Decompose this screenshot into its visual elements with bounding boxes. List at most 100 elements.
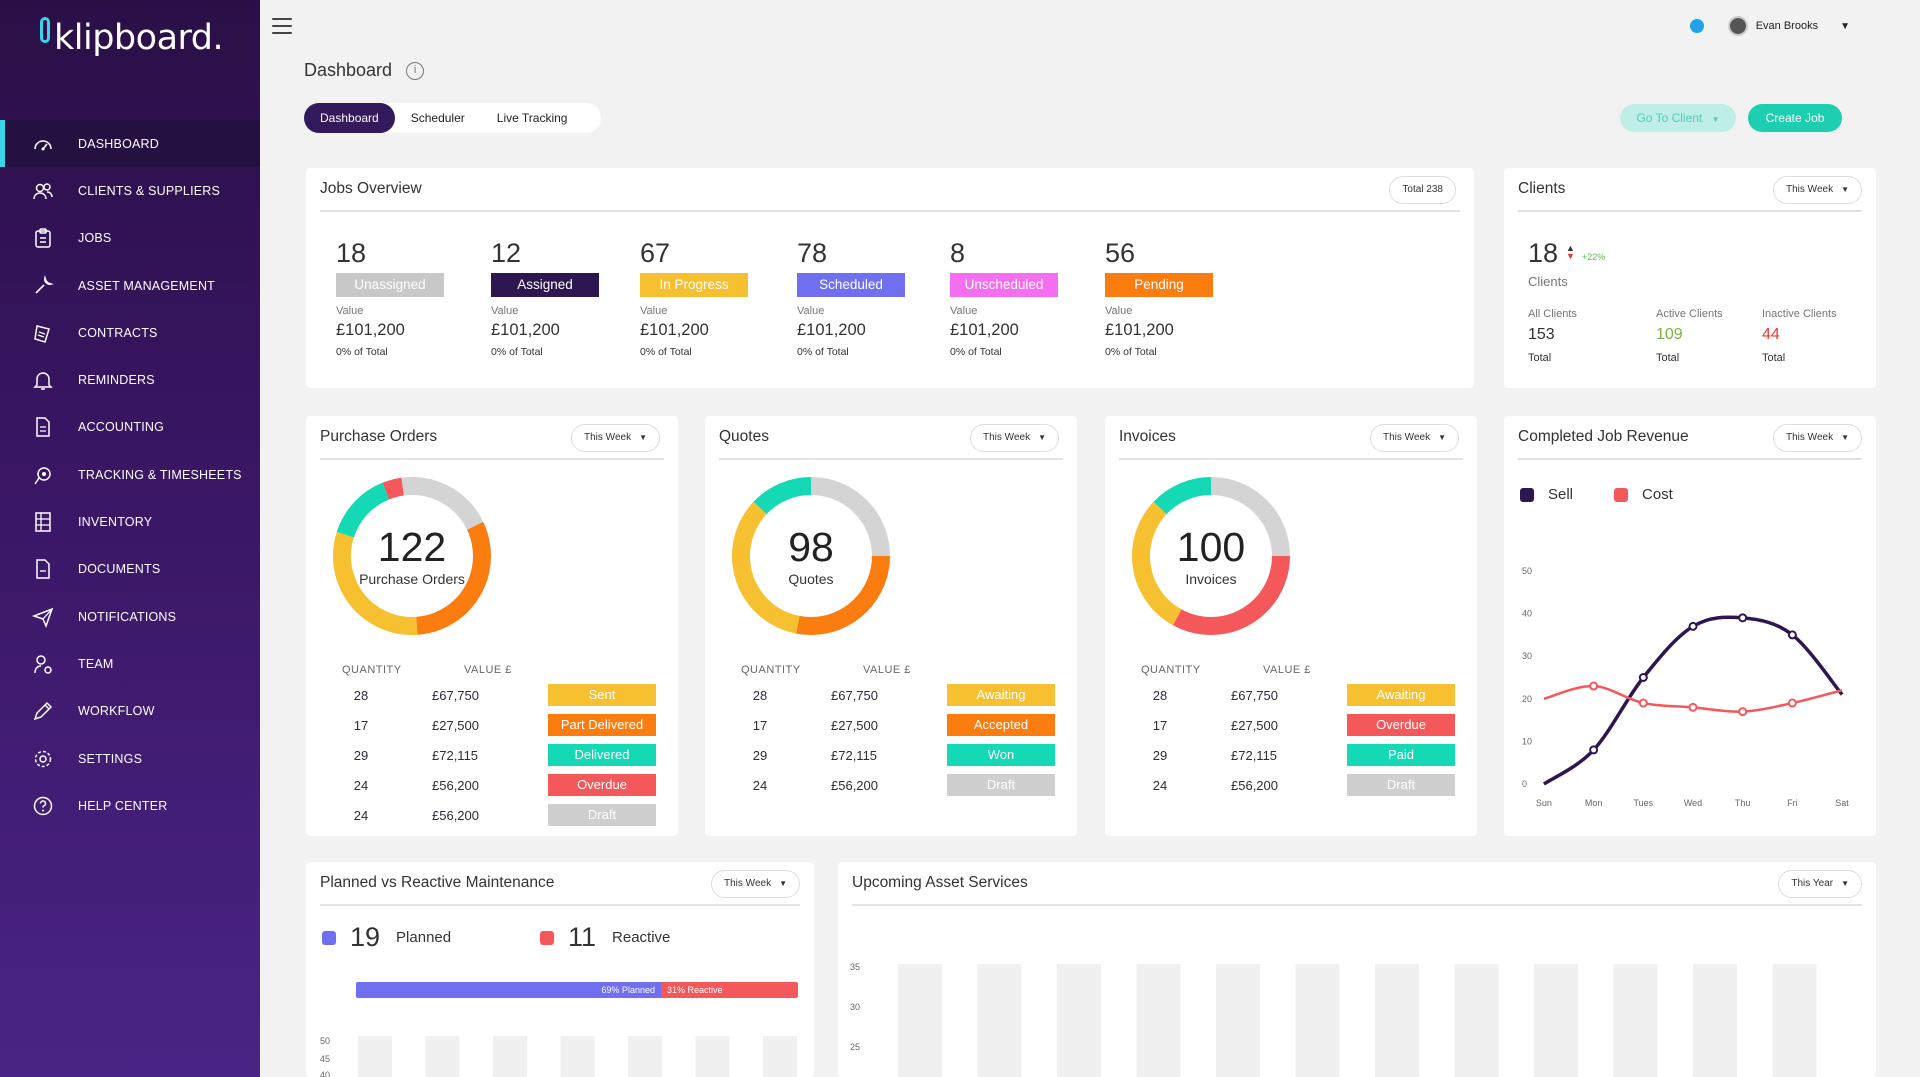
clients-card: Clients This Week ▼ 18 ▲ ▼ +22% Clients Al… bbox=[1504, 168, 1876, 388]
purchase-orders-filter-dropdown[interactable]: This Week ▼ bbox=[571, 424, 660, 452]
donut-segment[interactable] bbox=[1132, 477, 1290, 635]
table-row[interactable]: 17 £27,500 Overdue bbox=[1105, 714, 1477, 738]
chart-bar[interactable] bbox=[560, 1036, 595, 1077]
y-tick-label: 45 bbox=[320, 1054, 330, 1064]
data-point[interactable] bbox=[1738, 707, 1748, 717]
data-point[interactable] bbox=[1589, 681, 1599, 691]
menu-icon[interactable] bbox=[272, 18, 292, 34]
sidebar-item-inventory[interactable]: INVENTORY bbox=[0, 498, 260, 545]
donut-segment[interactable] bbox=[1132, 477, 1290, 635]
chart-bar[interactable] bbox=[358, 1036, 392, 1077]
quotes-filter-dropdown[interactable]: This Week ▼ bbox=[970, 424, 1059, 452]
data-point[interactable] bbox=[1589, 745, 1599, 755]
donut-segment[interactable] bbox=[732, 477, 890, 635]
status-icon[interactable] bbox=[1689, 19, 1704, 33]
sidebar-item-accounting[interactable]: ACCOUNTING bbox=[0, 404, 260, 451]
chart-bar[interactable] bbox=[1693, 964, 1737, 1077]
table-row[interactable]: 28 £67,750 Awaiting bbox=[1105, 684, 1477, 708]
donut-segment[interactable] bbox=[1132, 477, 1290, 635]
asset-services-filter-dropdown[interactable]: This Year ▼ bbox=[1778, 870, 1862, 898]
job-status-assigned[interactable]: 12 Assigned Value £101,200 0% of Total bbox=[491, 238, 621, 358]
x-tick-label: Tues bbox=[1633, 798, 1653, 808]
chart-bar[interactable] bbox=[898, 964, 942, 1077]
data-point[interactable] bbox=[1638, 673, 1648, 682]
donut-segment[interactable] bbox=[732, 477, 890, 635]
planned-count: 19 bbox=[350, 922, 381, 952]
logo[interactable]: klipboard. bbox=[40, 17, 224, 58]
row-value: £56,200 bbox=[432, 778, 479, 793]
table-row[interactable]: 29 £72,115 Won bbox=[705, 744, 1077, 768]
data-point[interactable] bbox=[1688, 702, 1698, 712]
table-row[interactable]: 17 £27,500 Part Delivered bbox=[306, 714, 678, 738]
sidebar-item-tracking-timesheets[interactable]: TRACKING & TIMESHEETS bbox=[0, 451, 260, 498]
chevron-down-icon[interactable]: ▼ bbox=[1840, 20, 1850, 32]
chart-bar[interactable] bbox=[425, 1036, 460, 1077]
table-row[interactable]: 24 £56,200 Overdue bbox=[306, 774, 678, 798]
chart-bar[interactable] bbox=[763, 1036, 797, 1077]
invoices-filter-dropdown[interactable]: This Week ▼ bbox=[1370, 424, 1459, 452]
info-icon[interactable]: i bbox=[406, 61, 425, 80]
chart-bar[interactable] bbox=[493, 1036, 527, 1077]
donut-segment[interactable] bbox=[332, 476, 492, 636]
job-status-pending[interactable]: 56 Pending Value £101,200 0% of Total bbox=[1105, 238, 1235, 358]
table-row[interactable]: 29 £72,115 Delivered bbox=[306, 744, 678, 768]
job-status-in-progress[interactable]: 67 In Progress Value £101,200 0% of Total bbox=[640, 238, 770, 358]
tab-dashboard[interactable]: Dashboard bbox=[304, 103, 395, 133]
sidebar-item-notifications[interactable]: NOTIFICATIONS bbox=[0, 593, 260, 640]
chart-bar[interactable] bbox=[1534, 964, 1578, 1077]
chart-bar[interactable] bbox=[1772, 964, 1817, 1077]
chart-bar[interactable] bbox=[977, 964, 1022, 1077]
table-row[interactable]: 24 £56,200 Draft bbox=[1105, 774, 1477, 798]
chart-bar[interactable] bbox=[1454, 964, 1499, 1077]
sidebar-item-workflow[interactable]: WORKFLOW bbox=[0, 688, 260, 735]
table-row[interactable]: 24 £56,200 Draft bbox=[306, 804, 678, 828]
data-point[interactable] bbox=[1787, 630, 1797, 640]
go-to-client-button[interactable]: Go To Client ▼ bbox=[1620, 104, 1736, 132]
sidebar-item-reminders[interactable]: REMINDERS bbox=[0, 356, 260, 403]
sidebar-item-help-center[interactable]: HELP CENTER bbox=[0, 782, 260, 829]
job-status-unassigned[interactable]: 18 Unassigned Value £101,200 0% of Total bbox=[336, 238, 466, 358]
table-row[interactable]: 28 £67,750 Awaiting bbox=[705, 684, 1077, 708]
job-status-scheduled[interactable]: 78 Scheduled Value £101,200 0% of Total bbox=[797, 238, 927, 358]
data-point[interactable] bbox=[1638, 698, 1648, 708]
job-count: 78 bbox=[797, 238, 828, 268]
data-point[interactable] bbox=[1688, 621, 1698, 631]
sidebar-item-dashboard[interactable]: DASHBOARD bbox=[0, 120, 260, 168]
sidebar-item-contracts[interactable]: CONTRACTS bbox=[0, 309, 260, 356]
table-row[interactable]: 29 £72,115 Paid bbox=[1105, 744, 1477, 768]
table-row[interactable]: 17 £27,500 Accepted bbox=[705, 714, 1077, 738]
chart-bar[interactable] bbox=[1375, 964, 1419, 1077]
data-point[interactable] bbox=[1738, 613, 1748, 623]
tab-scheduler[interactable]: Scheduler bbox=[410, 111, 465, 125]
user-menu[interactable]: Evan Brooks ▼ bbox=[1689, 16, 1850, 36]
chart-bar[interactable] bbox=[1136, 964, 1181, 1077]
chart-bar[interactable] bbox=[1057, 964, 1101, 1077]
sidebar-item-asset-management[interactable]: ASSET MANAGEMENT bbox=[0, 262, 260, 309]
series-line-sell[interactable] bbox=[1542, 615, 1844, 786]
sidebar-item-settings[interactable]: SETTINGS bbox=[0, 735, 260, 782]
chart-bar[interactable] bbox=[1295, 964, 1340, 1077]
donut-segment[interactable] bbox=[732, 477, 890, 635]
sidebar-item-jobs[interactable]: JOBS bbox=[0, 215, 260, 262]
donut-segment[interactable] bbox=[332, 476, 492, 636]
avatar[interactable] bbox=[1727, 16, 1748, 36]
sidebar-item-clients-suppliers[interactable]: CLIENTS & SUPPLIERS bbox=[0, 167, 260, 214]
sidebar-item-documents[interactable]: DOCUMENTS bbox=[0, 546, 260, 593]
donut-segment[interactable] bbox=[332, 476, 492, 636]
chart-bar[interactable] bbox=[628, 1036, 662, 1077]
maintenance-filter-dropdown[interactable]: This Week ▼ bbox=[711, 870, 800, 898]
job-status-unscheduled[interactable]: 8 Unscheduled Value £101,200 0% of Total bbox=[950, 238, 1080, 358]
create-job-button[interactable]: Create Job bbox=[1748, 104, 1842, 132]
donut-chart bbox=[732, 477, 890, 635]
table-row[interactable]: 28 £67,750 Sent bbox=[306, 684, 678, 708]
revenue-filter-dropdown[interactable]: This Week ▼ bbox=[1773, 424, 1862, 452]
sidebar-item-team[interactable]: TEAM bbox=[0, 640, 260, 687]
tab-live-tracking[interactable]: Live Tracking bbox=[496, 111, 568, 125]
user-name[interactable]: Evan Brooks bbox=[1755, 20, 1819, 32]
chart-bar[interactable] bbox=[695, 1036, 730, 1077]
chart-bar[interactable] bbox=[1613, 964, 1658, 1077]
clients-filter-dropdown[interactable]: This Week ▼ bbox=[1773, 176, 1862, 204]
chart-bar[interactable] bbox=[1216, 964, 1260, 1077]
table-row[interactable]: 24 £56,200 Draft bbox=[705, 774, 1077, 798]
data-point[interactable] bbox=[1787, 698, 1797, 708]
